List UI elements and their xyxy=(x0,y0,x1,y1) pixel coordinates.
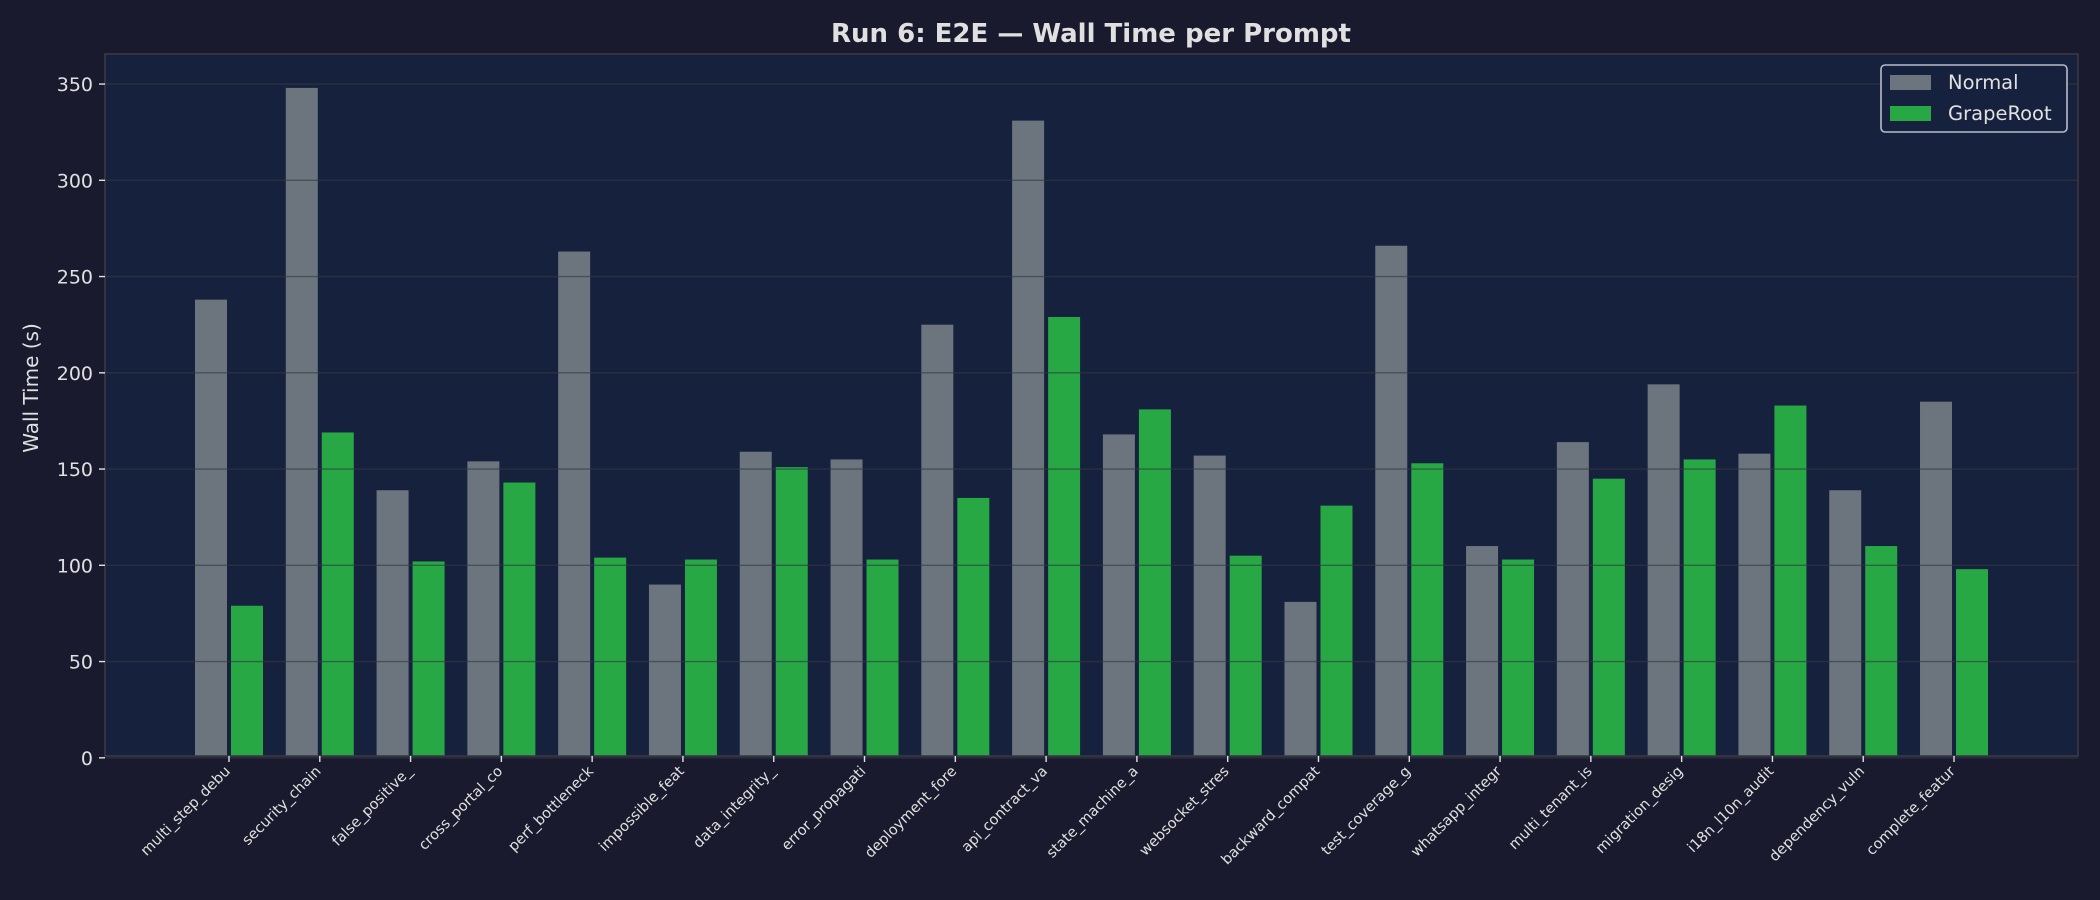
x-tick-label: multi_step_debu xyxy=(138,764,234,860)
bar-normal-state_machine_a xyxy=(1102,434,1135,756)
bar-graperoot-perf_bottleneck xyxy=(594,557,627,756)
bar-graperoot-backward_compat xyxy=(1320,505,1353,756)
bar-graperoot-i18n_l10n_audit xyxy=(1774,405,1807,756)
x-tick-label: i18n_l10n_audit xyxy=(1685,763,1778,856)
chart-title: Run 6: E2E — Wall Time per Prompt xyxy=(831,19,1351,49)
bar-graperoot-api_contract_va xyxy=(1048,316,1081,756)
bar-normal-dependency_vuln xyxy=(1829,490,1862,756)
bar-graperoot-cross_portal_co xyxy=(503,482,536,756)
y-tick-label: 100 xyxy=(57,555,93,577)
bar-normal-api_contract_va xyxy=(1012,120,1045,756)
bar-normal-complete_featur xyxy=(1920,401,1953,756)
bar-normal-websocket_stres xyxy=(1193,455,1226,756)
bar-graperoot-deployment_fore xyxy=(957,497,990,756)
y-tick-label: 200 xyxy=(57,363,93,385)
y-axis: 0 50 100 150 200 250 300 350 xyxy=(57,74,105,770)
y-tick-label: 250 xyxy=(57,267,93,289)
bar-graperoot-false_positive_ xyxy=(412,561,445,756)
x-tick-label: data_integrity_ xyxy=(691,763,780,852)
bar-normal-whatsapp_integr xyxy=(1466,546,1499,756)
y-axis-label: Wall Time (s) xyxy=(19,323,43,453)
bar-normal-test_coverage_g xyxy=(1375,245,1408,756)
legend-label-graperoot: GrapeRoot xyxy=(1948,102,2052,125)
x-tick-label: test_coverage_g xyxy=(1319,764,1414,859)
bar-normal-cross_portal_co xyxy=(467,461,500,756)
x-tick-label: state_machine_a xyxy=(1044,764,1142,862)
bar-normal-backward_compat xyxy=(1284,601,1317,756)
bar-normal-impossible_feat xyxy=(648,584,681,756)
bar-graperoot-state_machine_a xyxy=(1138,409,1171,756)
y-tick-label: 350 xyxy=(57,74,93,96)
bar-graperoot-error_propagati xyxy=(866,559,899,756)
y-tick-label: 150 xyxy=(57,459,93,481)
x-tick-label: deployment_fore xyxy=(862,763,960,861)
x-tick-label: backward_compat xyxy=(1219,763,1324,868)
x-tick-label: cross_portal_co xyxy=(416,763,506,853)
x-tick-label: error_propagati xyxy=(779,764,869,854)
bar-normal-multi_tenant_is xyxy=(1556,442,1589,756)
bar-graperoot-multi_step_debu xyxy=(231,605,263,756)
bar-graperoot-test_coverage_g xyxy=(1411,463,1444,756)
bar-graperoot-multi_tenant_is xyxy=(1592,478,1625,756)
x-tick-label: whatsapp_integr xyxy=(1408,763,1505,860)
bar-graperoot-websocket_stres xyxy=(1229,555,1262,756)
bar-normal-perf_bottleneck xyxy=(558,251,591,756)
x-tick-label: perf_bottleneck xyxy=(506,763,598,855)
bars xyxy=(105,83,2078,756)
bar-graperoot-complete_featur xyxy=(1956,569,1989,756)
x-tick-label: security_chain xyxy=(239,764,324,849)
legend-swatch-graperoot xyxy=(1890,106,1931,121)
bar-graperoot-impossible_feat xyxy=(684,559,717,756)
x-tick-label: complete_featur xyxy=(1864,763,1959,858)
x-tick-label: multi_tenant_is xyxy=(1506,764,1596,854)
bar-graperoot-security_chain xyxy=(321,432,354,756)
x-tick-label: api_contract_va xyxy=(959,764,1051,856)
y-tick-label: 300 xyxy=(57,170,93,192)
bar-normal-deployment_fore xyxy=(921,324,954,756)
bar-normal-data_integrity_ xyxy=(739,451,772,756)
x-tick-label: dependency_vuln xyxy=(1767,764,1869,866)
bar-normal-migration_desig xyxy=(1647,384,1680,756)
bar-normal-security_chain xyxy=(285,87,318,756)
bar-graperoot-whatsapp_integr xyxy=(1502,559,1535,756)
bar-graperoot-dependency_vuln xyxy=(1865,546,1898,756)
bar-normal-error_propagati xyxy=(830,459,863,756)
y-tick-label: 0 xyxy=(81,748,93,770)
bar-graperoot-migration_desig xyxy=(1683,459,1716,756)
legend-swatch-normal xyxy=(1890,75,1931,90)
legend: Normal GrapeRoot xyxy=(1880,64,2068,133)
plot-frame xyxy=(104,53,2079,757)
x-tick-label: false_positive_ xyxy=(329,763,416,850)
x-tick-label: websocket_stres xyxy=(1137,764,1233,860)
bar-normal-false_positive_ xyxy=(376,490,409,756)
y-tick-label: 50 xyxy=(69,652,93,674)
bar-normal-multi_step_debu xyxy=(195,299,227,756)
x-tick-label: impossible_feat xyxy=(596,763,688,855)
legend-label-normal: Normal xyxy=(1948,71,2019,94)
axes-spines xyxy=(104,53,2079,757)
x-tick-label: migration_desig xyxy=(1593,764,1686,857)
bar-graperoot-data_integrity_ xyxy=(775,467,808,756)
bar-normal-i18n_l10n_audit xyxy=(1738,453,1771,756)
x-axis: multi_step_debu security_chain false_posit… xyxy=(138,756,1959,868)
